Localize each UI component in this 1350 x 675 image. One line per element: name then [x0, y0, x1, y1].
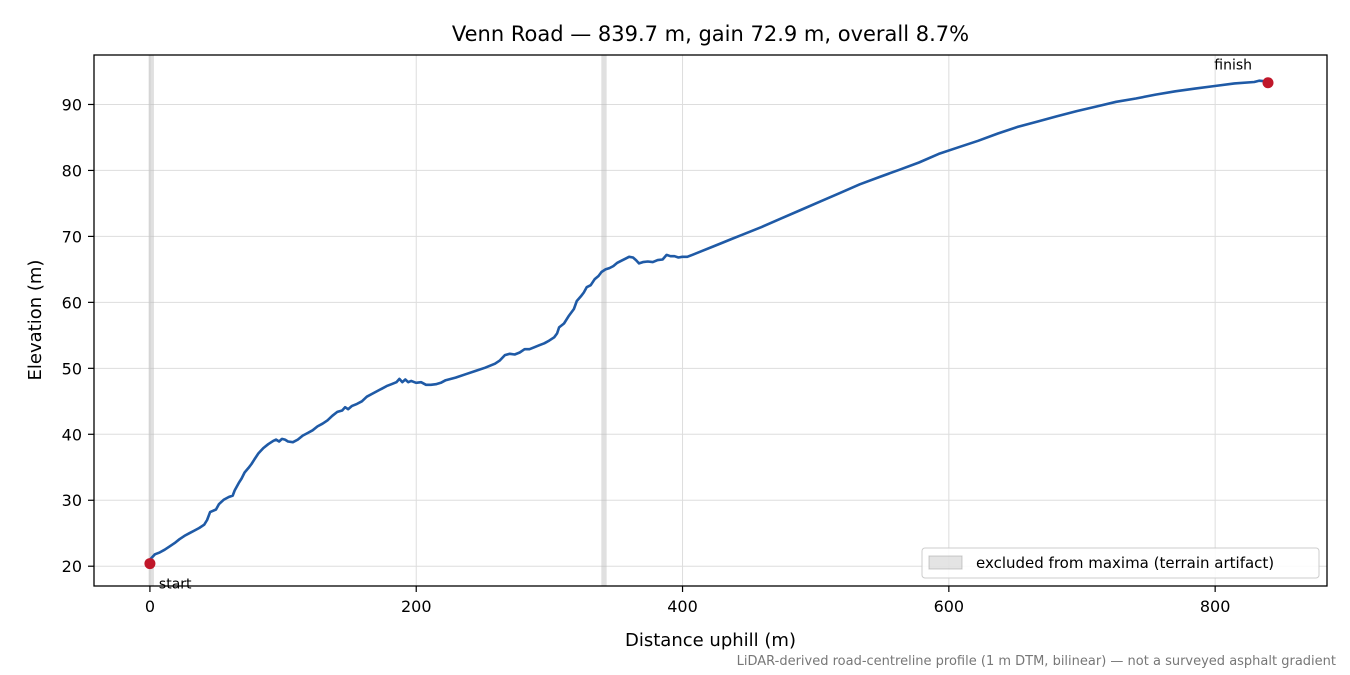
chart-title: Venn Road — 839.7 m, gain 72.9 m, overal…: [452, 22, 969, 46]
plot-frame: [93, 54, 1328, 587]
y-tick-label-50: 50: [62, 359, 82, 378]
excluded-band-1: [148, 55, 154, 586]
gridlines: [94, 55, 1327, 586]
excluded-bands: [148, 55, 607, 586]
start-marker: [144, 558, 156, 570]
legend-label-excluded: excluded from maxima (terrain artifact): [976, 554, 1274, 572]
x-tick-label-0: 0: [145, 597, 155, 616]
finish-marker: [1262, 77, 1274, 89]
x-tick-label-600: 600: [934, 597, 965, 616]
start-label: start: [159, 577, 192, 593]
x-tick-label-800: 800: [1200, 597, 1231, 616]
y-tick-label-20: 20: [62, 557, 82, 576]
data-source-footnote: LiDAR-derived road-centreline profile (1…: [737, 654, 1336, 669]
x-axis-label: Distance uphill (m): [625, 630, 796, 651]
profile-series: [148, 79, 1270, 561]
y-tick-label-30: 30: [62, 491, 82, 510]
y-tick-label-70: 70: [62, 227, 82, 246]
legend-swatch-excluded: [928, 555, 963, 570]
legend-box: [921, 547, 1320, 579]
y-axis-label: Elevation (m): [25, 260, 46, 381]
y-tick-label-90: 90: [62, 95, 82, 114]
axis-ticks: 0 200 400 600 800 20 30 40 50 60 70 80 90: [62, 95, 1231, 616]
x-tick-label-400: 400: [667, 597, 698, 616]
y-tick-label-40: 40: [62, 425, 82, 444]
y-tick-label-80: 80: [62, 161, 82, 180]
excluded-band-2: [601, 55, 607, 586]
finish-label: finish: [1214, 58, 1252, 74]
endpoint-markers: start finish: [144, 58, 1274, 593]
x-tick-label-200: 200: [401, 597, 432, 616]
y-tick-label-60: 60: [62, 293, 82, 312]
elevation-profile-line: [148, 79, 1270, 561]
legend: excluded from maxima (terrain artifact): [921, 547, 1320, 579]
